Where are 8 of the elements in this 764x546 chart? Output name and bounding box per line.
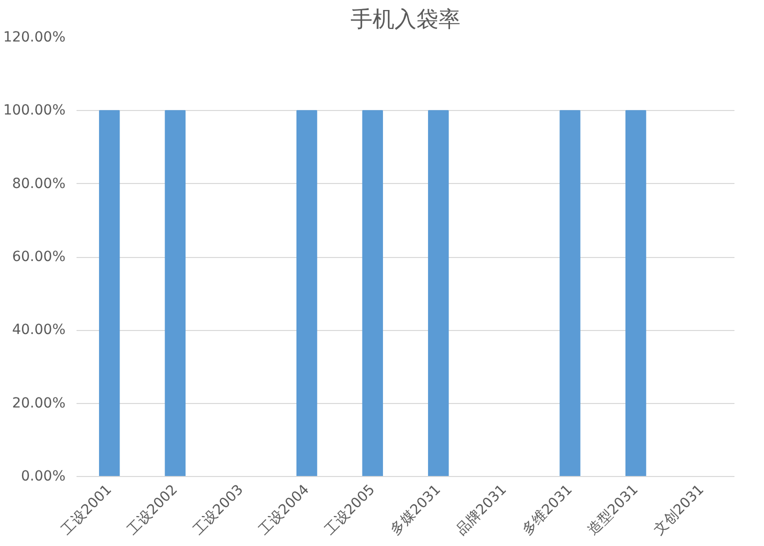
y-tick-label: 0.00% [21,468,66,484]
y-tick-label: 100.00% [3,102,66,119]
y-tick-label: 40.00% [12,322,66,338]
y-tick-label: 60.00% [12,249,66,265]
y-tick-label: 80.00% [12,176,66,192]
y-tick-label: 120.00% [3,30,66,46]
chart-title: 手机入袋率 [350,8,460,32]
y-tick-label: 20.00% [12,395,66,412]
